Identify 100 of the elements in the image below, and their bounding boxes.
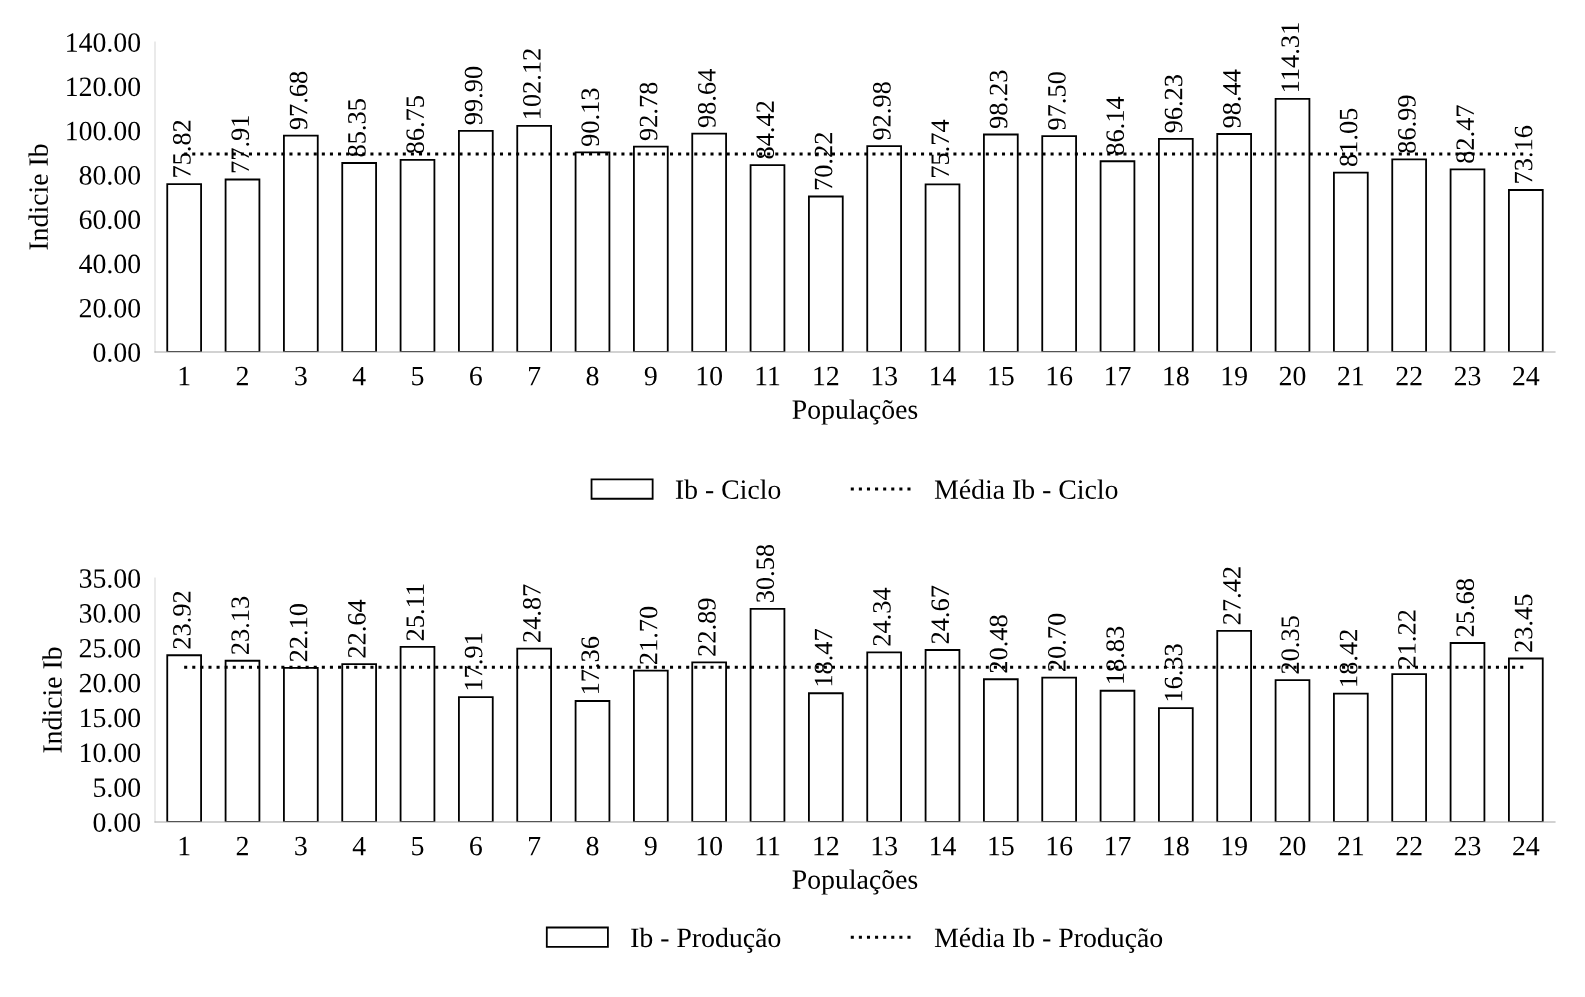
data-label: 18.83 <box>1106 626 1125 683</box>
x-tick-label: 17 <box>1106 836 1131 856</box>
data-label: 84.42 <box>756 101 775 159</box>
data-label: 21.70 <box>639 606 658 665</box>
x-tick-label: 13 <box>872 836 897 856</box>
data-label: 97.50 <box>1047 72 1066 130</box>
x-tick-label: 7 <box>529 836 541 856</box>
data-label: 17.36 <box>581 636 600 694</box>
data-label: 20.35 <box>1281 616 1300 674</box>
data-label: 20.70 <box>1047 613 1066 671</box>
data-label: 24.67 <box>931 585 950 644</box>
x-tick-label: 12 <box>814 836 839 856</box>
bar <box>399 159 436 352</box>
x-tick-label: 1 <box>179 366 190 386</box>
data-label: 77.91 <box>231 116 250 173</box>
y-axis-title: Indicie Ib <box>28 144 48 250</box>
y-tick-label: 0.00 <box>93 813 141 833</box>
data-label: 92.98 <box>872 82 891 140</box>
x-axis-title: Populações <box>792 869 918 895</box>
x-tick-label: 20 <box>1279 366 1306 386</box>
x-tick-label: 15 <box>989 366 1014 386</box>
data-label: 114.31 <box>1281 23 1300 92</box>
data-label: 25.68 <box>1456 579 1475 637</box>
x-tick-label: 23 <box>1454 836 1481 856</box>
x-tick-label: 3 <box>295 366 307 386</box>
bar <box>1449 168 1486 352</box>
y-tick-label: 40.00 <box>79 254 141 274</box>
y-tick-label: 35.00 <box>79 569 141 589</box>
data-label: 98.44 <box>1222 69 1241 128</box>
bar <box>808 195 844 352</box>
y-tick-label: 10.00 <box>81 743 141 763</box>
legend-label: Média Ib - Ciclo <box>934 479 1118 500</box>
x-tick-label: 22 <box>1396 366 1422 386</box>
y-tick-label: 15.00 <box>81 708 141 728</box>
x-tick-label: 23 <box>1454 366 1481 386</box>
y-tick-label: 20.00 <box>79 673 141 693</box>
y-tick-label: 25.00 <box>79 638 141 658</box>
data-label: 81.05 <box>1339 108 1358 166</box>
x-tick-label: 11 <box>756 836 780 856</box>
data-label: 18.47 <box>814 629 833 686</box>
x-tick-label: 9 <box>644 366 657 386</box>
x-tick-label: 6 <box>470 366 482 386</box>
x-tick-label: 4 <box>352 366 366 386</box>
data-label: 23.45 <box>1514 594 1533 652</box>
data-label: 92.78 <box>639 82 658 141</box>
x-tick-label: 10 <box>697 836 722 856</box>
x-tick-label: 5 <box>412 366 424 386</box>
data-label: 25.11 <box>406 584 425 641</box>
y-tick-label: 60.00 <box>79 210 141 230</box>
x-tick-label: 13 <box>872 366 897 386</box>
data-label: 73.16 <box>1514 125 1533 183</box>
y-tick-label: 120.00 <box>67 77 141 97</box>
bar <box>341 162 377 352</box>
bar <box>1333 692 1369 822</box>
data-label: 99.90 <box>464 66 483 125</box>
data-label: 30.58 <box>756 544 775 602</box>
data-label: 70.22 <box>814 133 833 190</box>
y-tick-label: 140.00 <box>67 33 141 53</box>
data-label: 86.99 <box>1397 95 1416 153</box>
legend-label: Ib - Produção <box>631 927 781 953</box>
x-tick-label: 12 <box>814 366 839 386</box>
x-tick-label: 11 <box>756 366 780 386</box>
x-tick-label: 1 <box>179 836 190 856</box>
x-tick-label: 14 <box>931 366 956 386</box>
x-tick-label: 2 <box>236 366 248 386</box>
data-label: 24.34 <box>873 587 891 646</box>
x-tick-label: 15 <box>989 836 1014 856</box>
data-label: 27.42 <box>1223 567 1241 625</box>
bar <box>1333 171 1369 352</box>
data-label: 21.22 <box>1398 610 1416 668</box>
data-label: 97.68 <box>289 71 308 130</box>
data-label: 86.14 <box>1106 96 1125 155</box>
data-label: 22.89 <box>697 598 716 656</box>
x-tick-label: 21 <box>1338 366 1364 386</box>
y-axis-title: Indicie Ib <box>42 647 62 753</box>
x-tick-label: 18 <box>1164 836 1189 856</box>
bar <box>574 700 611 822</box>
x-tick-label: 2 <box>236 836 248 856</box>
legend-label: Média Ib - Produção <box>934 927 1163 953</box>
data-label: 96.23 <box>1164 75 1183 133</box>
bar <box>808 692 844 822</box>
y-tick-label: 100.00 <box>67 121 141 141</box>
data-label: 16.33 <box>1164 644 1183 701</box>
x-tick-label: 7 <box>529 366 541 386</box>
legend-label: Ib - Ciclo <box>675 479 781 500</box>
data-label: 85.35 <box>347 99 366 157</box>
x-tick-label: 10 <box>697 366 722 386</box>
x-tick-label: 14 <box>931 836 956 856</box>
data-label: 90.13 <box>581 88 600 147</box>
y-tick-label: 20.00 <box>79 298 141 318</box>
data-label: 18.42 <box>1339 630 1358 686</box>
x-tick-label: 16 <box>1047 836 1073 856</box>
data-label: 20.48 <box>989 615 1008 673</box>
bar <box>1391 158 1427 352</box>
x-tick-label: 21 <box>1338 836 1364 856</box>
bar <box>1274 679 1311 822</box>
data-label: 82.47 <box>1456 105 1475 163</box>
x-tick-label: 18 <box>1164 366 1189 386</box>
x-tick-label: 6 <box>470 836 482 856</box>
data-label: 24.87 <box>522 584 541 642</box>
